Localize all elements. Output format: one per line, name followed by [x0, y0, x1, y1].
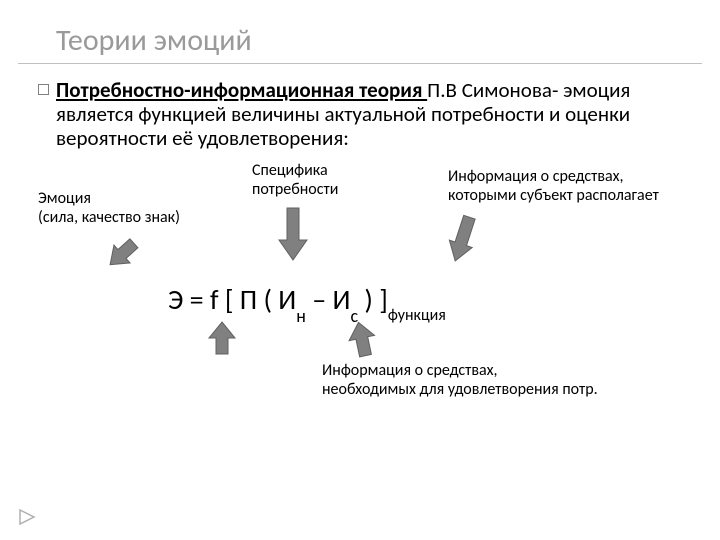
label-info-need: Информация о средствах, необходимых для …: [322, 362, 598, 399]
label-info-has: Информация о средствах, которыми субъект…: [448, 168, 659, 205]
label-emotion: Эмоция (сила, качество знак): [38, 190, 180, 227]
label-specifics: Специфика потребности: [252, 162, 338, 199]
slide-title: Теории эмоций: [18, 0, 702, 64]
bullet-lead: Потребностно-информационная теория: [56, 77, 427, 103]
bullet-item: Потребностно-информационная теория П.В С…: [0, 64, 720, 150]
bullet-icon: [38, 84, 49, 95]
formula: Э = f [ П ( Ин – Ис ) ]функция: [168, 280, 508, 323]
play-icon: [18, 508, 36, 526]
arrow-down-icon: [100, 232, 144, 276]
arrow-up-icon: [205, 318, 239, 358]
arrow-down-icon: [273, 204, 313, 264]
bullet-text: Потребностно-информационная теория П.В С…: [56, 78, 680, 150]
arrow-down-icon: [440, 212, 484, 268]
formula-diagram: Эмоция (сила, качество знак) Специфика п…: [0, 150, 720, 430]
arrow-up-icon: [344, 318, 380, 360]
